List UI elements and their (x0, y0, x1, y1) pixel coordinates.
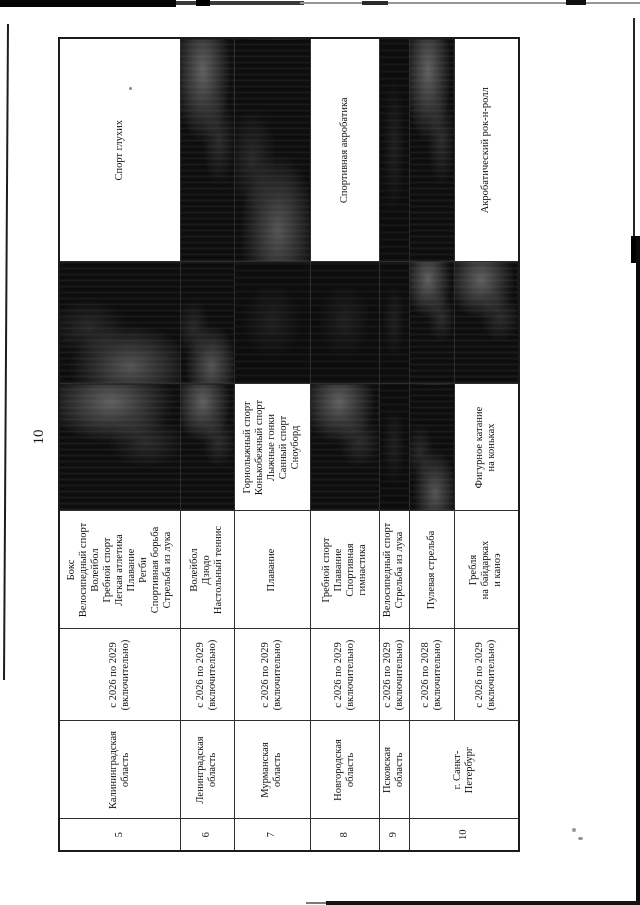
sports-cell-winter: Фигурное катание на коньках (454, 384, 519, 511)
sports-cell-summer: Пулевая стрельба (409, 511, 454, 629)
scan-edge-top-dash (566, 0, 586, 5)
row-number-cell: 9 (379, 819, 409, 851)
scan-edge-left-line (2, 23, 9, 680)
redacted-cell (454, 262, 519, 384)
redacted-cell (180, 262, 234, 384)
period-cell: с 2026 по 2029 (включительно) (180, 629, 234, 721)
region-cell: Калининградская область (59, 721, 180, 819)
row-number-cell: 5 (59, 819, 180, 851)
scan-edge-top-line (300, 2, 640, 4)
redacted-cell (310, 384, 379, 511)
region-cell: Ленинградская область (180, 721, 234, 819)
redacted-cell (234, 38, 310, 262)
table-row: 7 Мурманская область с 2026 по 2029 (вкл… (234, 38, 310, 851)
sports-cell-other: Спорт глухих (59, 38, 180, 262)
region-cell: Псковская область (379, 721, 409, 819)
scan-edge-bottom-line (306, 902, 326, 904)
redacted-cell (180, 38, 234, 262)
period-cell: с 2026 по 2029 (включительно) (310, 629, 379, 721)
redacted-cell (379, 384, 409, 511)
period-cell: с 2026 по 2028 (включительно) (409, 629, 454, 721)
redacted-cell (409, 262, 454, 384)
table-row: 10 г. Санкт- Петербург с 2026 по 2028 (в… (409, 38, 519, 851)
sports-cell-other: Спортивная акробатика (310, 38, 379, 262)
regions-sports-table: 5 Калининградская область с 2026 по 2029… (58, 37, 520, 852)
table-row: 5 Калининградская область с 2026 по 2029… (59, 38, 180, 851)
table-row: 8 Новгородская область с 2026 по 2029 (в… (310, 38, 379, 851)
table-row: 6 Ленинградская область с 2026 по 2029 (… (180, 38, 234, 851)
row-number-cell: 7 (234, 819, 310, 851)
sports-cell-summer: Волейбол Дзюдо Настольный теннис (180, 511, 234, 629)
redacted-cell (409, 384, 454, 511)
scan-edge-right-line (633, 18, 635, 237)
region-cell: г. Санкт- Петербург (409, 721, 519, 819)
sports-cell-summer: Бокс Велосипедный спорт Волейбол Гребной… (59, 511, 180, 629)
scan-speck (572, 828, 576, 832)
scan-speck (129, 87, 132, 90)
period-cell: с 2026 по 2029 (включительно) (379, 629, 409, 721)
redacted-cell (310, 262, 379, 384)
rotated-table-wrapper: 5 Калининградская область с 2026 по 2029… (58, 37, 520, 852)
region-cell: Новгородская область (310, 721, 379, 819)
scan-edge-top-bar (176, 1, 304, 5)
redacted-cell (379, 38, 409, 262)
sports-cell-summer: Гребной спорт Плавание Спортивная гимнас… (310, 511, 379, 629)
table-row: 9 Псковская область с 2026 по 2029 (вклю… (379, 38, 409, 851)
redacted-cell (379, 262, 409, 384)
scan-edge-top-dash (196, 0, 210, 6)
page-number: 10 (30, 429, 47, 445)
period-cell: с 2026 по 2029 (включительно) (234, 629, 310, 721)
scan-edge-top-dash (362, 1, 388, 5)
sports-cell-other: Акробатический рок-н-ролл (454, 38, 519, 262)
sports-cell-winter: Горнолыжный спорт Конькобежный спорт Лыж… (234, 384, 310, 511)
redacted-cell (59, 262, 180, 384)
scan-edge-bottom-line (326, 901, 640, 905)
sports-cell-summer: Гребля на байдарках и каноэ (454, 511, 519, 629)
redacted-cell (59, 384, 180, 511)
sports-cell-summer: Плавание (234, 511, 310, 629)
row-number-cell: 6 (180, 819, 234, 851)
period-cell: с 2026 по 2029 (включительно) (59, 629, 180, 721)
row-number-cell: 8 (310, 819, 379, 851)
scan-edge-top-bar (0, 0, 176, 7)
redacted-cell (409, 38, 454, 262)
period-cell: с 2026 по 2029 (включительно) (454, 629, 519, 721)
region-cell: Мурманская область (234, 721, 310, 819)
scan-edge-right-mark (631, 236, 640, 263)
scan-speck (578, 837, 583, 840)
sports-cell-summer: Велосипедный спорт Стрельба из лука (379, 511, 409, 629)
redacted-cell (180, 384, 234, 511)
row-number-cell: 10 (409, 819, 519, 851)
redacted-cell (234, 262, 310, 384)
scan-edge-right-line (636, 236, 640, 905)
